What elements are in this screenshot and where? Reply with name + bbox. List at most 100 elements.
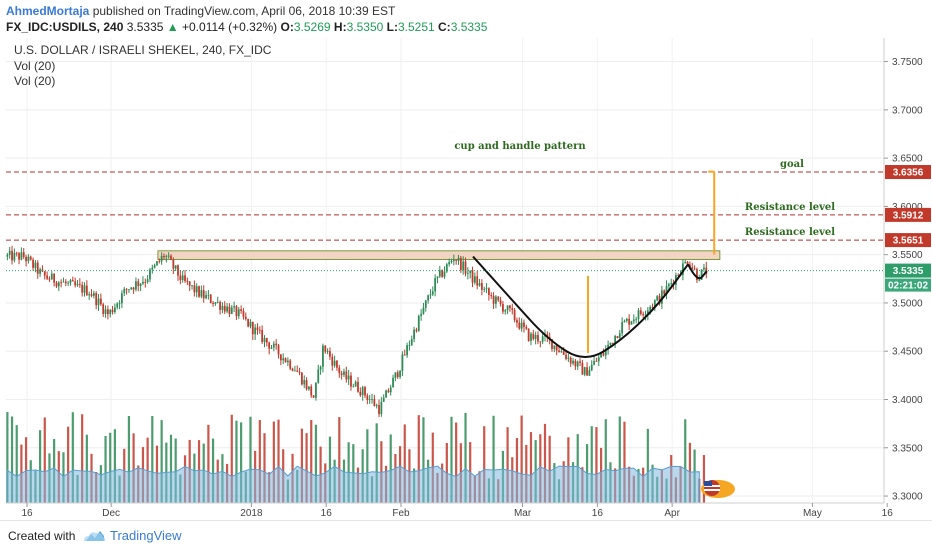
tradingview-brand[interactable]: TradingView (110, 528, 182, 543)
candle-body (618, 333, 621, 338)
candle-body (279, 354, 282, 361)
candle-body (682, 263, 684, 275)
level-lines: goal Resistance level Resistance level (6, 159, 884, 241)
candle-body (125, 288, 128, 290)
indicator-label-2[interactable]: Vol (20) (14, 74, 55, 88)
candle-body (607, 344, 610, 350)
candle-body (142, 281, 144, 284)
cup-curve[interactable] (472, 255, 689, 359)
candle-body (76, 284, 79, 286)
volume-bar (24, 437, 28, 503)
candle-body (43, 271, 46, 276)
candle-body (579, 361, 581, 363)
candle-body (6, 254, 9, 257)
candle-body (347, 375, 350, 380)
candle-body (567, 357, 570, 359)
volume-ma-area (6, 465, 700, 504)
candle-body (15, 252, 18, 254)
candle-body (289, 360, 292, 369)
pattern-label[interactable]: cup and handle pattern (454, 141, 586, 152)
resistance-zone[interactable] (157, 250, 721, 260)
candle-body (415, 329, 418, 331)
projection-arrows (587, 170, 716, 354)
candles (6, 245, 708, 418)
candle-body (523, 322, 525, 327)
volume-bar (263, 433, 266, 503)
candle-body (83, 285, 86, 293)
candle-body (109, 309, 112, 315)
footer: Created with TradingView (0, 520, 932, 551)
candle-body (160, 255, 163, 262)
level-price-tag (885, 165, 931, 180)
y-tick-label: 3.7500 (892, 57, 923, 68)
candle-body (651, 306, 654, 308)
candle-body (156, 261, 158, 266)
candle-body (71, 280, 74, 282)
volume-bar (520, 415, 523, 503)
candle-body (212, 302, 214, 304)
handle-curve[interactable] (687, 263, 708, 280)
candle-body (375, 405, 378, 406)
currency-flag-icon[interactable] (701, 480, 735, 498)
candle-body (705, 267, 708, 274)
volume-bar (450, 416, 453, 503)
candle-body (305, 380, 308, 390)
candle-body (378, 405, 380, 415)
candle-body (352, 386, 355, 388)
volume-bar (492, 415, 495, 503)
volume-bar (389, 434, 392, 503)
candle-body (593, 361, 595, 365)
level-price-tag-label: 3.6356 (893, 168, 924, 179)
candle-body (660, 290, 663, 304)
candle-body (506, 305, 509, 311)
level-price-tag (885, 207, 931, 222)
candle-body (170, 255, 172, 260)
candle-body (230, 307, 233, 314)
author-link[interactable]: AhmedMortaja (6, 4, 90, 18)
candle-body (485, 288, 488, 290)
candle-body (188, 281, 191, 286)
high-value: 3.5350 (346, 20, 384, 34)
candle-body (326, 351, 329, 352)
candle-body (502, 304, 504, 312)
candle-body (92, 293, 95, 296)
price-chart[interactable]: goal Resistance level Resistance level cup… (0, 0, 932, 520)
volume-bar (464, 412, 467, 503)
level-price-tag-label: 3.5912 (893, 210, 924, 221)
volume-bar (109, 432, 112, 503)
candle-body (324, 345, 327, 352)
indicator-label-1[interactable]: Vol (20) (14, 59, 55, 73)
time-axis[interactable] (6, 504, 884, 518)
candle-body (464, 261, 467, 274)
candle-body (392, 377, 394, 388)
symbol-label[interactable]: FX_IDC:USDILS, 240 (6, 20, 124, 34)
candle-body (310, 386, 313, 396)
candle-body (448, 262, 451, 265)
candle-body (368, 399, 371, 401)
volume-bar (249, 416, 252, 503)
volume-bar (104, 435, 107, 503)
candle-body (480, 283, 483, 290)
candle-body (555, 345, 558, 351)
candle-body (53, 273, 56, 283)
candle-body (256, 327, 259, 330)
candle-body (495, 296, 497, 304)
volume-bar (174, 438, 177, 503)
candle-body (539, 341, 542, 343)
candle-body (303, 380, 306, 385)
candle-body (569, 357, 572, 364)
candle-body (696, 269, 698, 281)
x-tick-label: 16 (321, 508, 333, 519)
candle-body (558, 350, 560, 353)
candle-body (317, 369, 320, 383)
candle-body (646, 310, 649, 315)
candle-body (284, 358, 287, 363)
tradingview-cloud-icon[interactable] (82, 528, 106, 544)
candle-body (473, 276, 476, 283)
volume-bar (160, 420, 163, 503)
chart-legend-title[interactable]: U.S. DOLLAR / ISRAELI SHEKEL, 240, FX_ID… (14, 43, 272, 57)
candle-body (223, 305, 226, 312)
open-label: O: (280, 20, 294, 34)
candle-body (179, 275, 182, 281)
candle-body (181, 275, 184, 281)
